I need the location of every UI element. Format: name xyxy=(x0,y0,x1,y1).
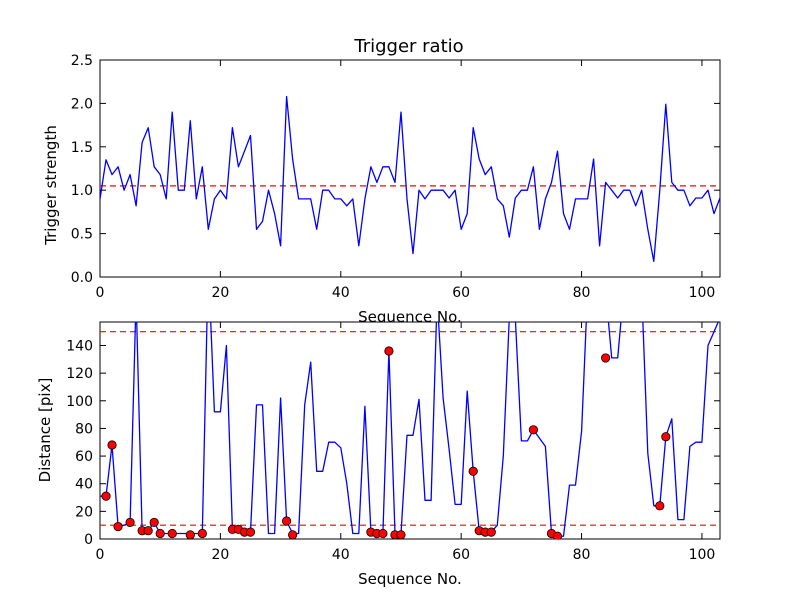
x-tick-label: 80 xyxy=(573,547,591,563)
data-point-marker xyxy=(486,527,496,537)
data-point-marker xyxy=(149,517,159,528)
x-tick-label: 40 xyxy=(332,285,350,301)
bottom-plot: 0 20 40 60 80 100 0 20 40 60 80 100 120 140 Sequence … xyxy=(36,321,721,588)
series-line xyxy=(100,322,719,537)
y-tick-label: 20 xyxy=(75,504,93,520)
y-tick-label: 60 xyxy=(75,449,93,465)
data-point-marker xyxy=(601,353,611,363)
series-line xyxy=(100,95,720,263)
plot-area xyxy=(100,322,720,539)
y-tick-label: 40 xyxy=(75,477,93,493)
data-point-marker xyxy=(552,531,563,539)
data-point-marker xyxy=(107,440,117,450)
x-tick-label: 40 xyxy=(332,547,350,563)
plot-area xyxy=(100,95,720,263)
x-tick-label: 0 xyxy=(96,285,105,301)
data-point-marker xyxy=(396,530,406,539)
y-tick-label: 1.0 xyxy=(71,183,93,199)
y-tick-label: 0 xyxy=(84,532,93,548)
bottom-y-axis-label: Distance [pix] xyxy=(36,378,54,483)
data-point-marker xyxy=(167,528,177,539)
data-point-marker xyxy=(384,346,394,356)
x-tick-label: 20 xyxy=(211,547,229,563)
x-tick-label: 60 xyxy=(452,547,470,563)
data-point-marker xyxy=(245,527,256,537)
x-tick-label: 20 xyxy=(211,285,229,301)
x-tick-label: 60 xyxy=(452,285,470,301)
data-point-marker xyxy=(468,466,478,476)
x-tick-label: 100 xyxy=(689,285,716,301)
data-point-marker xyxy=(113,521,123,532)
y-tick-label: 80 xyxy=(75,421,93,437)
y-tick-label: 1.5 xyxy=(71,140,93,156)
data-point-marker xyxy=(125,517,135,528)
x-tick-label: 80 xyxy=(573,285,591,301)
top-plot-frame xyxy=(99,59,721,278)
y-tick-label: 0.5 xyxy=(71,227,93,243)
data-point-marker xyxy=(185,530,195,539)
chart-title: Trigger ratio xyxy=(353,36,463,57)
x-tick-label: 0 xyxy=(96,547,105,563)
bottom-x-axis-label: Sequence No. xyxy=(358,570,462,588)
y-tick-label: 0.0 xyxy=(71,270,93,286)
y-tick-label: 2.0 xyxy=(71,96,93,112)
x-tick-label: 100 xyxy=(689,547,716,563)
data-point-marker xyxy=(655,501,665,511)
bottom-plot-frame xyxy=(99,321,721,540)
y-tick-label: 100 xyxy=(66,394,93,410)
data-point-marker xyxy=(661,432,671,442)
top-y-axis-label: Trigger strength xyxy=(42,125,60,246)
y-tick-label: 120 xyxy=(66,366,93,382)
y-tick-label: 2.5 xyxy=(71,53,93,69)
data-point-marker xyxy=(197,528,207,539)
y-tick-label: 140 xyxy=(66,338,93,354)
data-point-marker xyxy=(282,516,292,526)
data-point-marker xyxy=(288,530,298,539)
data-point-marker xyxy=(101,491,111,501)
data-point-marker xyxy=(528,425,538,435)
data-point-marker xyxy=(155,528,165,539)
data-point-marker xyxy=(143,526,153,536)
data-point-marker xyxy=(378,528,388,539)
